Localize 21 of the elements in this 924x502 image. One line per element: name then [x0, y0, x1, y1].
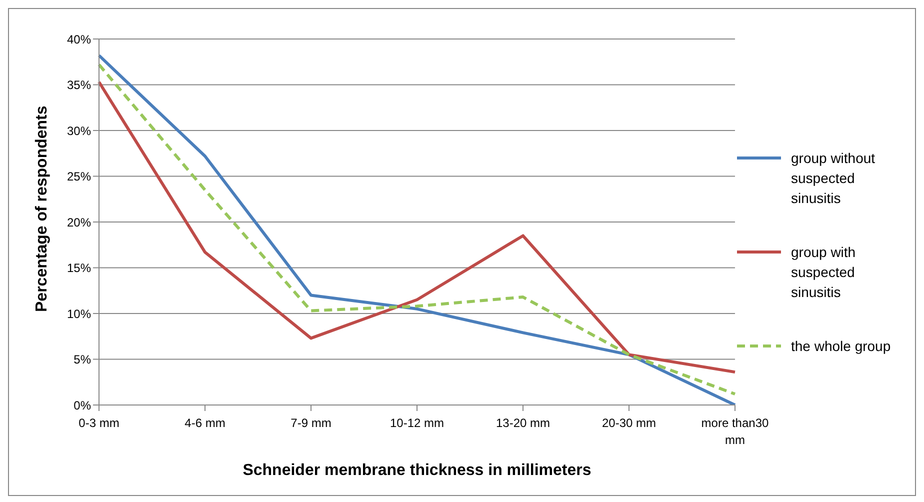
- y-tick-label: 0%: [74, 398, 92, 412]
- legend-label: group without suspected sinusitis: [791, 149, 876, 208]
- x-tick-label: 10-12 mm: [390, 416, 444, 430]
- x-tick-label: 13-20 mm: [496, 416, 550, 430]
- y-tick-label: 20%: [66, 215, 92, 230]
- x-tick-label: 20-30 mm: [602, 416, 656, 430]
- y-axis-title: Percentage of respondents: [34, 106, 51, 312]
- y-tick-label: 25%: [66, 170, 92, 184]
- x-axis-title: Schneider membrane thickness in millimeters: [242, 462, 592, 479]
- legend-label: group with suspected sinusitis: [791, 243, 857, 302]
- y-tick-label: 15%: [66, 261, 92, 276]
- y-tick-label: 10%: [66, 306, 92, 321]
- y-tick-label: 30%: [66, 124, 92, 138]
- x-tick-label: 7-9 mm: [290, 416, 332, 430]
- y-tick-label: 40%: [66, 32, 92, 46]
- x-tick-label: more than30 mm: [701, 416, 770, 447]
- y-tick-label: 5%: [74, 352, 92, 367]
- x-tick-label: 4-6 mm: [184, 416, 226, 430]
- legend-label: the whole group: [791, 337, 892, 356]
- x-tick-label: 0-3 mm: [78, 416, 120, 430]
- y-tick-label: 35%: [66, 78, 92, 92]
